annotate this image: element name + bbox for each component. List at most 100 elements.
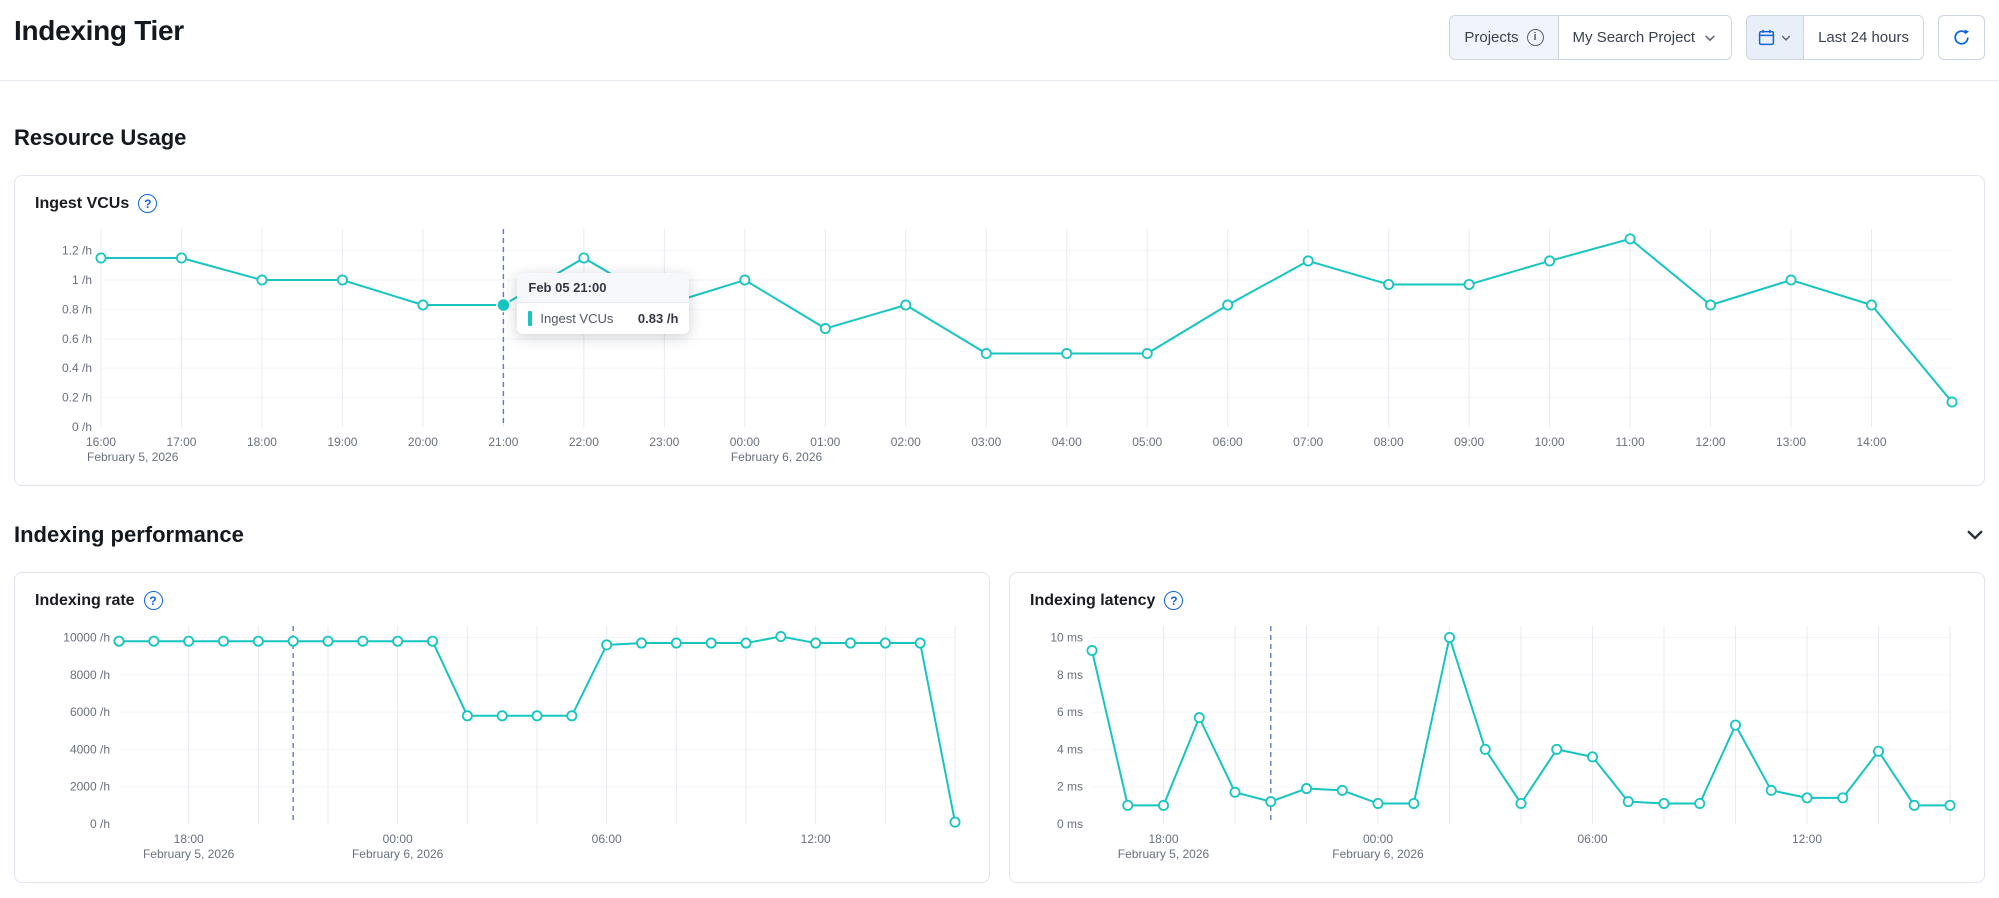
svg-text:06:00: 06:00 xyxy=(1213,435,1243,449)
refresh-button[interactable] xyxy=(1938,15,1985,60)
info-glyph: i xyxy=(1533,31,1537,43)
indexing-rate-chart[interactable]: 0 /h 2000 /h 4000 /h 6000 /h 8000 /h 10000 /h… xyxy=(35,618,969,872)
svg-text:10000 /h: 10000 /h xyxy=(63,630,110,644)
svg-text:00:00: 00:00 xyxy=(730,435,760,449)
indexing-latency-chart[interactable]: 0 ms 2 ms 4 ms 6 ms 8 ms 10 ms 18:00 00:00 06:00… xyxy=(1030,618,1964,872)
svg-text:4000 /h: 4000 /h xyxy=(70,742,110,756)
chevron-down-icon xyxy=(1782,35,1791,41)
svg-text:February 5, 2026: February 5, 2026 xyxy=(143,847,235,861)
svg-text:1.2 /h: 1.2 /h xyxy=(62,244,92,258)
svg-text:6000 /h: 6000 /h xyxy=(70,705,110,719)
help-glyph: ? xyxy=(1170,593,1178,608)
svg-text:00:00: 00:00 xyxy=(383,832,413,846)
svg-text:00:00: 00:00 xyxy=(1363,832,1393,846)
main-content: Resource Usage Ingest VCUs ? 0 /h 0.2 /h 0… xyxy=(0,125,1999,893)
svg-text:18:00: 18:00 xyxy=(174,832,204,846)
svg-text:06:00: 06:00 xyxy=(1577,832,1607,846)
help-icon[interactable]: ? xyxy=(1164,591,1184,610)
svg-text:18:00: 18:00 xyxy=(1148,832,1178,846)
svg-text:10:00: 10:00 xyxy=(1535,435,1565,449)
svg-text:6 ms: 6 ms xyxy=(1057,705,1083,719)
panel-head: Indexing rate ? xyxy=(35,591,969,610)
chart-title-indexing-latency: Indexing latency xyxy=(1030,591,1156,609)
svg-text:01:00: 01:00 xyxy=(810,435,840,449)
projects-label-text: Projects xyxy=(1464,29,1519,46)
svg-text:10 ms: 10 ms xyxy=(1050,630,1083,644)
chevron-down-icon xyxy=(1705,35,1715,41)
page-title: Indexing Tier xyxy=(14,15,184,46)
svg-text:2000 /h: 2000 /h xyxy=(70,780,110,794)
chart-title-indexing-rate: Indexing rate xyxy=(35,591,135,609)
svg-text:20:00: 20:00 xyxy=(408,435,438,449)
indexing-latency-chart-svg[interactable]: 0 ms 2 ms 4 ms 6 ms 8 ms 10 ms 18:00 00:00 06:00… xyxy=(1030,618,1964,872)
svg-text:February 5, 2026: February 5, 2026 xyxy=(1118,847,1210,861)
info-icon: i xyxy=(1526,29,1544,46)
svg-text:11:00: 11:00 xyxy=(1616,435,1645,449)
indexing-rate-chart-svg[interactable]: 0 /h 2000 /h 4000 /h 6000 /h 8000 /h 10000 /h… xyxy=(35,618,969,872)
svg-text:13:00: 13:00 xyxy=(1776,435,1806,449)
project-name: My Search Project xyxy=(1572,29,1696,46)
svg-text:February 6, 2026: February 6, 2026 xyxy=(731,450,823,464)
svg-text:02:00: 02:00 xyxy=(891,435,921,449)
time-range-label: Last 24 hours xyxy=(1818,29,1909,46)
svg-text:12:00: 12:00 xyxy=(1696,435,1726,449)
collapse-section-chevron-icon[interactable] xyxy=(1965,525,1985,545)
refresh-icon xyxy=(1954,29,1970,45)
svg-text:2 ms: 2 ms xyxy=(1057,780,1083,794)
svg-text:22:00: 22:00 xyxy=(569,435,599,449)
svg-text:0.2 /h: 0.2 /h xyxy=(62,391,92,405)
svg-text:21:00: 21:00 xyxy=(488,435,518,449)
svg-text:February 6, 2026: February 6, 2026 xyxy=(1332,847,1424,861)
indexing-performance-header-row: Indexing performance xyxy=(14,522,1985,548)
section-title-indexing-performance: Indexing performance xyxy=(14,522,244,547)
ingest-vcus-chart[interactable]: 0 /h 0.2 /h 0.4 /h 0.6 /h 0.8 /h 1 /h 1.2 /h 16… xyxy=(35,221,1964,475)
svg-text:17:00: 17:00 xyxy=(166,435,196,449)
svg-text:03:00: 03:00 xyxy=(971,435,1001,449)
svg-text:4 ms: 4 ms xyxy=(1057,742,1083,756)
svg-text:07:00: 07:00 xyxy=(1293,435,1323,449)
svg-text:08:00: 08:00 xyxy=(1374,435,1404,449)
svg-text:06:00: 06:00 xyxy=(592,832,622,846)
panel-head: Ingest VCUs ? xyxy=(35,194,1964,213)
svg-text:19:00: 19:00 xyxy=(327,435,357,449)
panel-head: Indexing latency ? xyxy=(1030,591,1964,610)
svg-text:16:00: 16:00 xyxy=(86,435,116,449)
svg-text:0.8 /h: 0.8 /h xyxy=(62,302,92,316)
svg-text:0.4 /h: 0.4 /h xyxy=(62,361,92,375)
date-picker-button[interactable] xyxy=(1747,16,1804,59)
svg-text:February 6, 2026: February 6, 2026 xyxy=(352,847,444,861)
help-icon[interactable]: ? xyxy=(143,591,163,610)
svg-text:0 /h: 0 /h xyxy=(72,420,92,434)
svg-text:0 ms: 0 ms xyxy=(1057,817,1083,831)
svg-text:8 ms: 8 ms xyxy=(1057,668,1083,682)
svg-text:February 5, 2026: February 5, 2026 xyxy=(87,450,179,464)
svg-text:18:00: 18:00 xyxy=(247,435,277,449)
help-glyph: ? xyxy=(149,593,157,608)
svg-text:09:00: 09:00 xyxy=(1454,435,1484,449)
header-controls: Projects i My Search Project xyxy=(1449,15,1985,60)
svg-text:23:00: 23:00 xyxy=(649,435,679,449)
indexing-latency-panel: Indexing latency ? 0 ms 2 ms 4 ms 6 ms 8 ms 1… xyxy=(1009,572,1985,883)
svg-text:12:00: 12:00 xyxy=(801,832,831,846)
svg-text:0.6 /h: 0.6 /h xyxy=(62,332,92,346)
project-dropdown-button[interactable]: My Search Project xyxy=(1557,16,1732,59)
svg-text:1 /h: 1 /h xyxy=(72,273,92,287)
help-icon[interactable]: ? xyxy=(138,194,158,213)
help-glyph: ? xyxy=(144,196,152,211)
svg-text:05:00: 05:00 xyxy=(1132,435,1162,449)
svg-text:14:00: 14:00 xyxy=(1857,435,1887,449)
ingest-vcus-chart-svg[interactable]: 0 /h 0.2 /h 0.4 /h 0.6 /h 0.8 /h 1 /h 1.2 /h 16… xyxy=(35,221,1966,475)
project-selector-group: Projects i My Search Project xyxy=(1449,15,1733,60)
time-range-button[interactable]: Last 24 hours xyxy=(1803,16,1923,59)
svg-text:0 /h: 0 /h xyxy=(90,817,110,831)
indexing-rate-panel: Indexing rate ? 0 /h 2000 /h 4000 /h 6000 /… xyxy=(14,572,990,883)
page-header: Indexing Tier Projects i My Search Proje… xyxy=(0,0,1999,81)
svg-text:04:00: 04:00 xyxy=(1052,435,1082,449)
calendar-icon xyxy=(1758,29,1775,46)
projects-prepend-label: Projects i xyxy=(1450,16,1558,59)
time-range-group: Last 24 hours xyxy=(1746,15,1924,60)
svg-text:8000 /h: 8000 /h xyxy=(70,668,110,682)
ingest-vcus-panel: Ingest VCUs ? 0 /h 0.2 /h 0.4 /h 0.6 /h 0.8 … xyxy=(14,175,1985,486)
section-title-resource-usage: Resource Usage xyxy=(14,125,187,150)
chart-title-ingest-vcus: Ingest VCUs xyxy=(35,194,130,212)
